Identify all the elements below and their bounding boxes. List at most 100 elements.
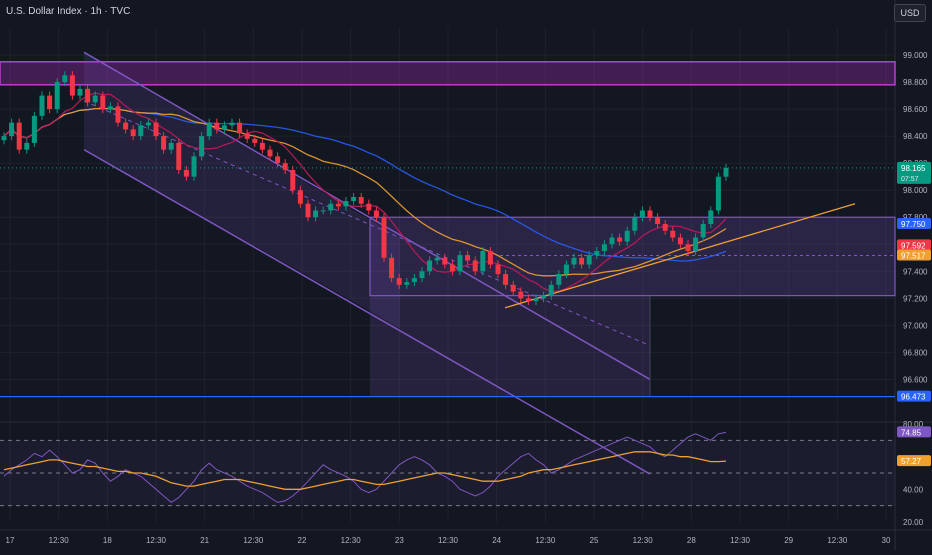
candle-body [275, 156, 281, 164]
time-tick-label: 29 [784, 536, 793, 545]
time-tick-label: 28 [687, 536, 696, 545]
candle-body [252, 138, 258, 143]
time-tick-label: 12:30 [438, 536, 459, 545]
candle-body [100, 95, 106, 110]
candle-body [69, 75, 75, 96]
candle-body [434, 257, 440, 261]
candle-body [244, 133, 250, 139]
time-tick-label: 21 [200, 536, 209, 545]
time-tick-label: 17 [6, 536, 15, 545]
channel-upper-line [83, 51, 651, 381]
candle-body [358, 196, 364, 204]
candle-body [533, 298, 539, 302]
time-tick-label: 24 [492, 536, 501, 545]
price-tick-label: 98.400 [903, 132, 928, 141]
price-tick-label: 98.000 [903, 186, 928, 195]
time-tick-label: 23 [395, 536, 404, 545]
price-tag-label: 97.592 [901, 241, 926, 250]
candle-body [563, 264, 569, 275]
rsi-tick-label: 20.00 [903, 518, 924, 527]
rsi-tick-label: 40.00 [903, 485, 924, 494]
candle-body [107, 106, 113, 110]
candle-body [411, 278, 417, 283]
candle-body [366, 203, 372, 211]
candle-body [39, 95, 45, 116]
candle-body [617, 237, 623, 242]
time-tick-label: 12:30 [633, 536, 654, 545]
candle-body [571, 257, 577, 265]
channel-mid-line [83, 100, 651, 347]
candle-body [594, 251, 600, 256]
candle-body [518, 291, 524, 299]
candle-body [351, 196, 357, 202]
candle-body [297, 190, 303, 204]
candle-body [1, 136, 7, 141]
candle-body [632, 217, 638, 231]
candle-body [206, 122, 212, 137]
candle-body [662, 224, 668, 231]
candle-body [335, 203, 341, 207]
candle-body [427, 260, 433, 272]
candle-body [465, 255, 471, 261]
candle-body [214, 122, 220, 130]
price-tick-label: 97.000 [903, 321, 928, 330]
rsi-value-label: 57.27 [901, 457, 922, 466]
price-tick-label: 96.600 [903, 375, 928, 384]
candle-body [168, 142, 174, 150]
rsi-value-label: 74.85 [901, 428, 922, 437]
candle-body [92, 95, 98, 103]
candle-body [396, 278, 402, 285]
candle-body [199, 136, 205, 157]
candle-body [221, 125, 227, 130]
candle-body [176, 142, 182, 170]
candle-body [9, 122, 15, 137]
candle-body [670, 230, 676, 238]
time-tick-label: 12:30 [535, 536, 556, 545]
candle-body [601, 244, 607, 252]
candle-body [305, 203, 311, 218]
channel-lower-line [83, 149, 651, 475]
candle-body [487, 251, 493, 265]
candle-body [373, 210, 379, 218]
candle-body [320, 210, 326, 212]
time-tick-label: 12:30 [146, 536, 167, 545]
candle-body [624, 230, 630, 242]
price-tag [897, 161, 931, 184]
time-tick-label: 12:30 [730, 536, 751, 545]
candle-body [191, 156, 197, 177]
candle-body [47, 95, 53, 110]
candle-body [31, 115, 37, 143]
time-tick-label: 30 [882, 536, 891, 545]
time-tick-label: 12:30 [341, 536, 362, 545]
candle-body [449, 264, 455, 272]
ma-fast-line [3, 92, 727, 292]
candle-body [442, 257, 448, 265]
price-tick-label: 99.000 [903, 51, 928, 60]
price-tag-label: 98.165 [901, 164, 926, 173]
candle-body [677, 237, 683, 245]
candle-body [639, 210, 645, 218]
candle-body [404, 282, 410, 285]
candle-body [647, 210, 653, 218]
candle-body [723, 167, 729, 177]
rsi-tick-label: 80.00 [903, 420, 924, 429]
candle-body [693, 237, 699, 252]
candle-body [153, 122, 159, 137]
candle-body [343, 201, 349, 207]
price-tag [897, 390, 931, 402]
currency-button[interactable]: USD [894, 4, 926, 22]
symbol-title: U.S. Dollar Index · 1h · TVC [6, 6, 131, 17]
resistance-zone [0, 61, 896, 86]
candle-body [282, 163, 288, 170]
candle-body [708, 210, 714, 224]
price-tag-label: 97.517 [901, 251, 926, 260]
candle-body [548, 284, 554, 296]
rsi-value-tag [897, 426, 931, 438]
price-tick-label: 96.800 [903, 348, 928, 357]
candle-body [700, 224, 706, 238]
price-tick-label: 97.400 [903, 267, 928, 276]
candle-body [609, 237, 615, 245]
